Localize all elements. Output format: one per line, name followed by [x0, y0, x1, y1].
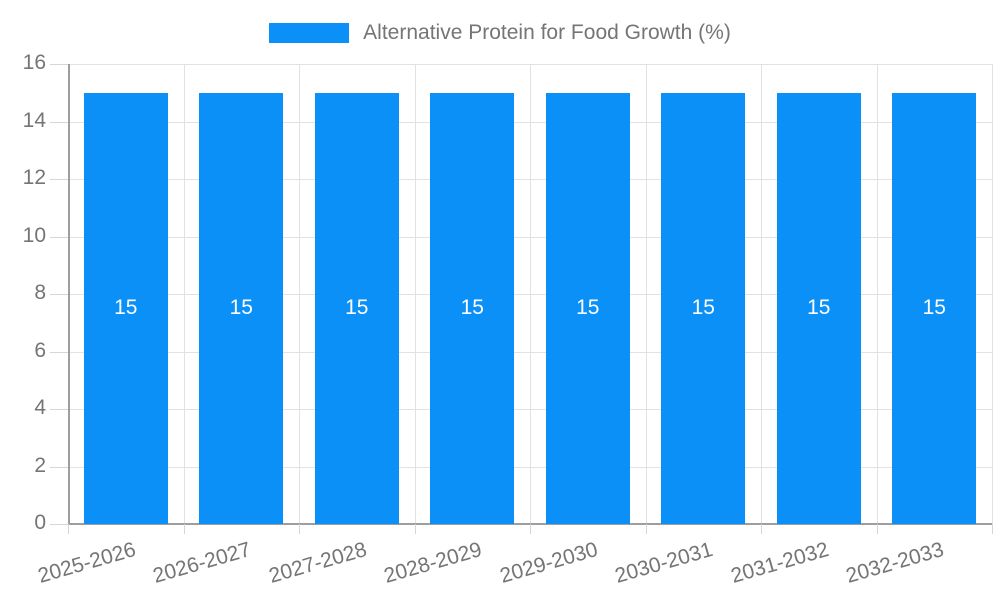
- bar: [777, 92, 861, 524]
- y-axis-tick: [50, 409, 68, 410]
- y-axis-tick-label: 6: [34, 338, 46, 362]
- gridline-vertical: [761, 64, 762, 524]
- y-axis-tick-label: 4: [34, 396, 46, 420]
- y-axis-tick: [50, 179, 68, 180]
- bar: [430, 92, 514, 524]
- y-axis-tick-label: 10: [22, 223, 46, 247]
- y-axis-line: [68, 64, 70, 524]
- gridline-vertical: [299, 64, 300, 524]
- bar-value-label: 15: [460, 296, 484, 320]
- bar-value-label: 15: [576, 296, 600, 320]
- bar: [315, 92, 399, 524]
- bar: [892, 92, 976, 524]
- legend-swatch-icon[interactable]: [269, 23, 350, 43]
- y-axis-tick: [50, 121, 68, 123]
- bar-value-label: 15: [807, 296, 831, 320]
- y-axis-tick-label: 16: [22, 51, 46, 75]
- y-axis-tick-label: 8: [34, 281, 46, 305]
- bar-value-label: 15: [345, 296, 369, 320]
- gridline-vertical: [877, 64, 878, 524]
- y-axis-tick: [50, 236, 68, 238]
- y-axis-tick-label: 0: [34, 511, 46, 535]
- bar: [84, 92, 168, 524]
- gridline-vertical: [530, 64, 531, 524]
- x-axis-tick: [992, 524, 993, 534]
- y-axis-tick-label: 14: [22, 108, 46, 132]
- y-axis-tick: [50, 351, 68, 353]
- bar-value-label: 15: [691, 296, 715, 320]
- chart-legend[interactable]: Alternative Protein for Food Growth (%): [0, 13, 1000, 53]
- y-axis-tick-label: 2: [34, 453, 46, 477]
- x-axis-tick: [299, 524, 300, 534]
- x-axis-tick: [530, 524, 531, 534]
- gridline-vertical: [992, 64, 993, 524]
- y-axis-tick: [50, 466, 68, 468]
- bar-value-label: 15: [922, 296, 946, 320]
- y-axis-tick-label: 12: [22, 166, 46, 190]
- gridline-vertical: [184, 64, 185, 524]
- legend-label: Alternative Protein for Food Growth (%): [363, 21, 731, 44]
- x-axis-tick: [415, 524, 416, 534]
- x-axis-tick: [184, 524, 185, 534]
- x-axis-tick: [68, 524, 69, 534]
- y-axis-tick: [50, 64, 68, 65]
- x-axis-tick: [761, 524, 762, 534]
- x-axis-tick: [877, 524, 878, 534]
- bar: [199, 92, 283, 524]
- gridline-vertical: [646, 64, 647, 524]
- bar-value-label: 15: [229, 296, 253, 320]
- gridline-vertical: [415, 64, 416, 524]
- y-axis-tick: [50, 294, 68, 295]
- bar: [661, 92, 745, 524]
- y-axis-tick: [50, 524, 68, 525]
- bar: [546, 92, 630, 524]
- bar-value-label: 15: [114, 296, 138, 320]
- x-axis-tick: [646, 524, 647, 534]
